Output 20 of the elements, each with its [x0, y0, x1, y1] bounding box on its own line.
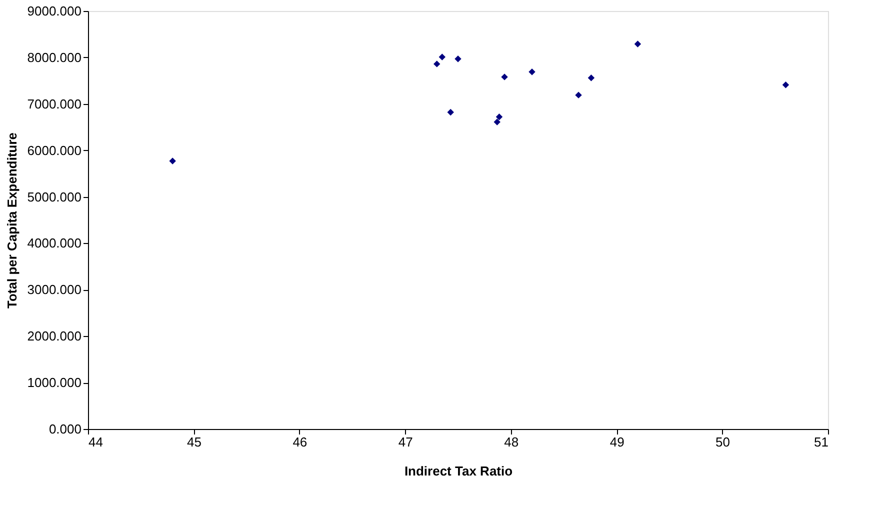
y-tick-label: 3000.000: [27, 282, 82, 298]
x-tick-label: 45: [186, 434, 202, 450]
x-tick-label: 48: [504, 434, 519, 450]
x-tick-label: 51: [814, 434, 828, 450]
x-tick-label: 47: [398, 434, 413, 450]
y-tick-label: 5000.000: [27, 189, 82, 204]
y-tick-label: 0.000: [48, 422, 82, 436]
x-tick-label: 49: [610, 434, 624, 450]
y-tick-label: 7000.000: [27, 96, 82, 112]
y-tick-label: 6000.000: [27, 142, 82, 158]
x-tick-label: 50: [716, 434, 730, 450]
y-tick-label: 8000.000: [27, 50, 82, 65]
y-tick-label: 4000.000: [27, 236, 82, 251]
x-axis-title: Indirect Tax Ratio: [404, 464, 513, 478]
y-tick-label: 2000.000: [27, 328, 82, 344]
y-tick-label: 9000.000: [27, 4, 82, 18]
x-tick-label: 44: [88, 434, 103, 450]
y-axis-title: Total per Capita Expenditure: [4, 132, 20, 309]
y-tick-label: 1000.000: [27, 375, 82, 390]
x-tick-label: 46: [292, 434, 308, 450]
